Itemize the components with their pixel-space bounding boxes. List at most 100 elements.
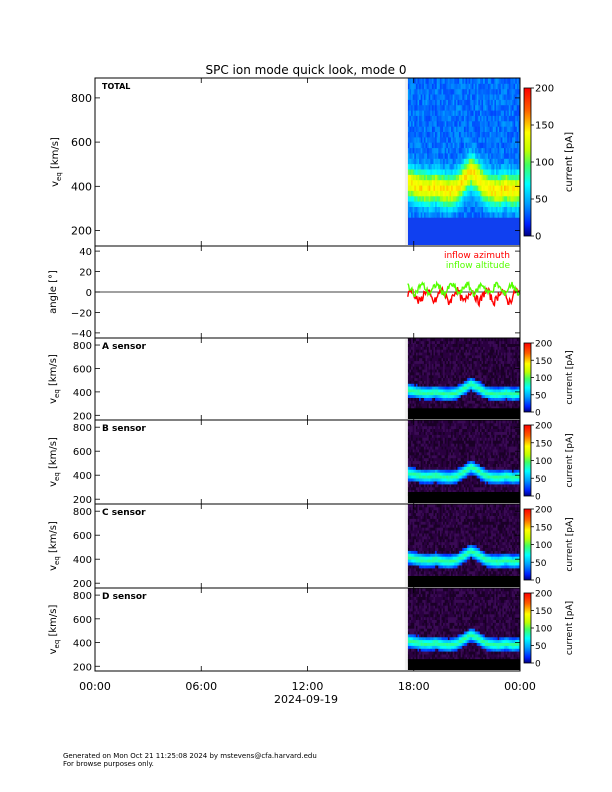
heatmap-cell	[491, 374, 494, 379]
heatmap-cell	[481, 349, 484, 353]
heatmap-cell	[427, 463, 430, 467]
heatmap-cell	[436, 366, 439, 370]
heatmap-cell	[452, 434, 455, 438]
heatmap-cell	[409, 338, 412, 342]
heatmap-cell	[475, 357, 478, 362]
heatmap-cell	[463, 463, 466, 467]
heatmap-cell	[444, 190, 447, 197]
heatmap-cell	[419, 195, 422, 202]
heatmap-cell	[409, 489, 412, 494]
heatmap-cell	[462, 83, 465, 90]
heatmap-cell	[502, 88, 505, 95]
heatmap-cell	[479, 169, 482, 175]
heatmap-cell	[486, 163, 489, 170]
heatmap-cell	[496, 352, 498, 356]
heatmap-cell	[430, 489, 433, 494]
heatmap-cell	[488, 346, 490, 350]
heatmap-cell	[436, 434, 439, 438]
heatmap-cell	[502, 83, 505, 90]
heatmap-cell	[435, 454, 438, 459]
heatmap-cell	[496, 120, 498, 127]
heatmap-cell	[409, 443, 412, 447]
heatmap-cell	[513, 346, 516, 350]
heatmap-cell	[479, 484, 482, 488]
heatmap-cell	[419, 406, 422, 410]
heatmap-cell	[443, 357, 446, 362]
heatmap-cell	[431, 94, 434, 100]
heatmap-cell	[492, 406, 495, 410]
heatmap-cell	[435, 99, 438, 106]
heatmap-cell	[414, 460, 417, 464]
heatmap-cell	[441, 397, 444, 401]
heatmap-cell	[423, 363, 426, 367]
heatmap-cell	[471, 99, 474, 106]
heatmap-cell	[407, 343, 410, 347]
heatmap-cell	[441, 83, 444, 90]
heatmap-cell	[438, 147, 441, 154]
heatmap-cell	[430, 211, 433, 218]
heatmap-cell	[492, 206, 495, 213]
heatmap-cell	[516, 115, 519, 122]
heatmap-cell	[463, 174, 466, 181]
heatmap-cell	[443, 363, 446, 367]
heatmap-cell	[441, 99, 444, 106]
heatmap-cell	[492, 126, 495, 132]
heatmap-cell	[478, 169, 481, 175]
heatmap-cell	[460, 201, 463, 207]
heatmap-cell	[446, 452, 449, 456]
heatmap-cell	[479, 454, 482, 459]
heatmap-cell	[407, 366, 410, 370]
heatmap-cell	[479, 383, 482, 387]
heatmap-cell	[459, 99, 462, 106]
heatmap-cell	[468, 478, 471, 482]
heatmap-cell	[457, 406, 460, 410]
heatmap-cell	[475, 380, 478, 384]
heatmap-cell	[443, 394, 446, 398]
heatmap-cell	[441, 394, 444, 398]
heatmap-cell	[515, 142, 518, 149]
heatmap-cell	[439, 131, 442, 138]
heatmap-cell	[447, 363, 450, 367]
heatmap-cell	[478, 437, 481, 441]
heatmap-cell	[447, 142, 450, 149]
heatmap-cell	[467, 142, 470, 149]
heatmap-cell	[465, 360, 468, 364]
heatmap-cell	[471, 357, 474, 362]
heatmap-cell	[494, 147, 497, 154]
heatmap-cell	[449, 431, 452, 435]
heatmap-cell	[512, 185, 514, 191]
heatmap-cell	[444, 463, 447, 467]
heatmap-cell	[447, 110, 450, 116]
heatmap-cell	[462, 163, 465, 170]
heatmap-cell	[417, 158, 420, 165]
heatmap-cell	[462, 457, 465, 462]
heatmap-cell	[475, 343, 478, 347]
heatmap-cell	[494, 110, 497, 116]
heatmap-cell	[515, 397, 518, 401]
heatmap-cell	[427, 437, 430, 441]
heatmap-cell	[481, 457, 484, 462]
heatmap-cell	[436, 136, 439, 143]
heatmap-cell	[479, 343, 482, 347]
heatmap-cell	[431, 489, 434, 494]
heatmap-cell	[444, 88, 447, 95]
heatmap-cell	[496, 211, 498, 218]
heatmap-cell	[459, 389, 462, 393]
heatmap-cell	[513, 163, 516, 170]
heatmap-cell	[465, 440, 468, 444]
heatmap-cell	[470, 363, 473, 367]
heatmap-cell	[419, 372, 422, 376]
heatmap-cell	[409, 431, 412, 435]
heatmap-cell	[484, 94, 487, 100]
heatmap-cell	[455, 349, 458, 353]
heatmap-cell	[481, 115, 484, 122]
heatmap-cell	[428, 355, 431, 359]
heatmap-cell	[411, 201, 414, 207]
heatmap-cell	[470, 153, 473, 159]
heatmap-cell	[452, 481, 455, 485]
heatmap-cell	[476, 422, 479, 427]
heatmap-cell	[427, 99, 430, 106]
heatmap-cell	[463, 340, 466, 344]
heatmap-cell	[419, 346, 422, 350]
heatmap-cell	[510, 349, 513, 353]
